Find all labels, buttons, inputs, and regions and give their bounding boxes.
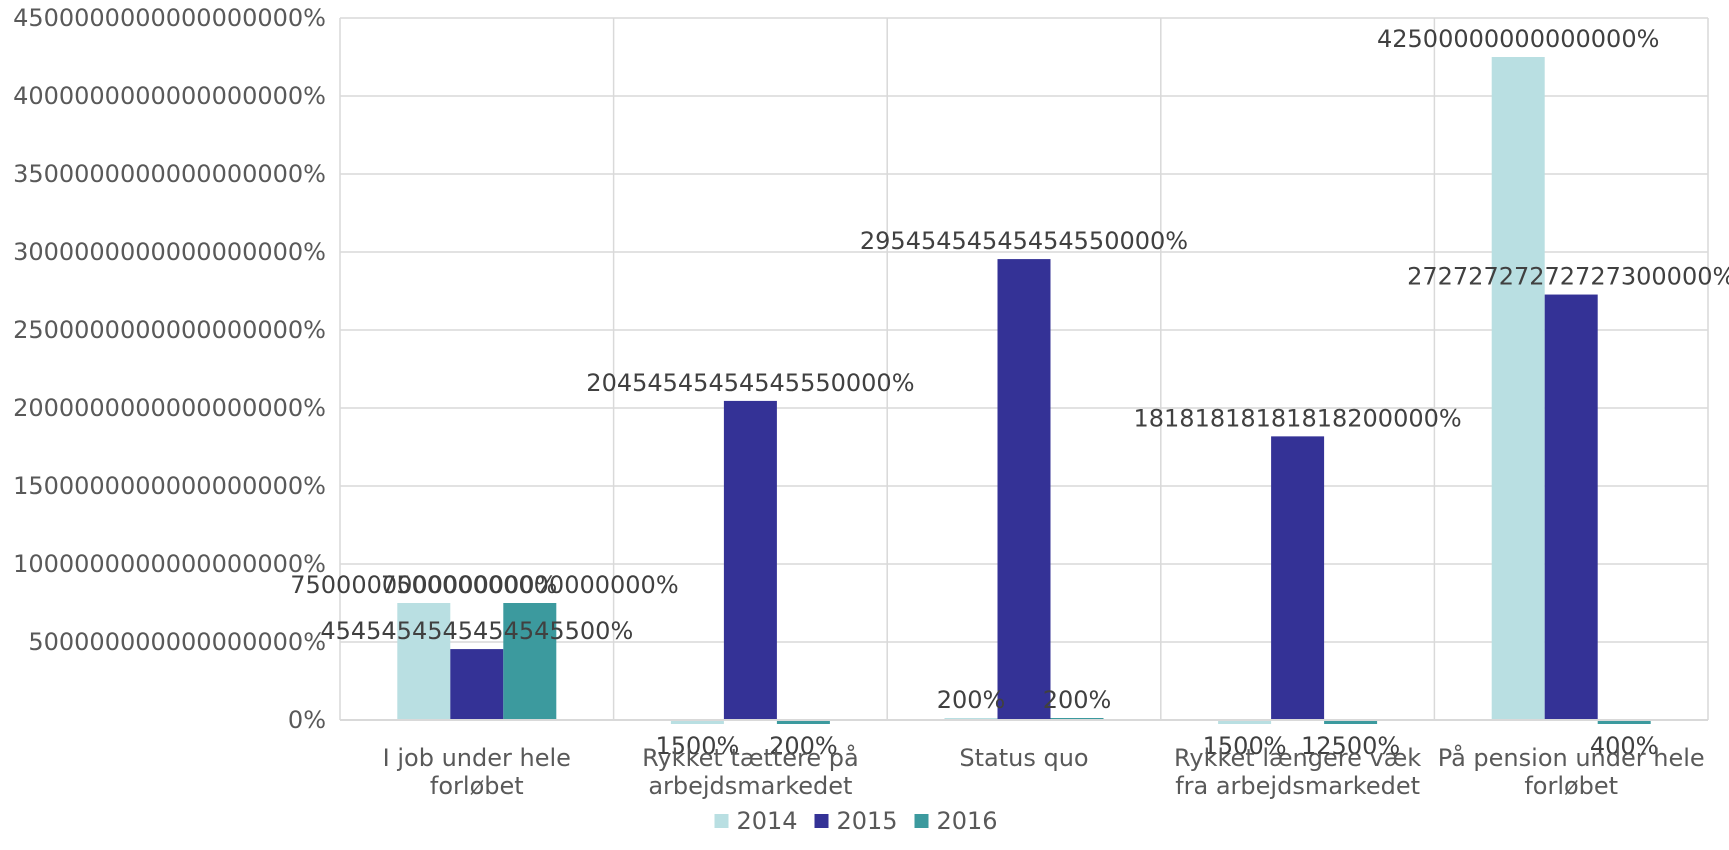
- bar-2014-1: [670, 720, 724, 724]
- bar-2015-0: [450, 649, 504, 720]
- y-tick-label: 3500000000000000000%: [13, 160, 326, 188]
- bar-2015-4: [1544, 294, 1598, 720]
- data-label-2016-2: 200%: [1043, 686, 1112, 714]
- data-label-2015-2: 29545454545454550000%: [860, 227, 1188, 255]
- bar-2014-0: [397, 603, 451, 720]
- legend: 2014 2015 2016: [714, 807, 998, 835]
- y-tick-label: 500000000000000000%: [28, 628, 326, 656]
- x-category-label: Rykket tættere på: [642, 743, 859, 772]
- bar-2015-2: [997, 259, 1051, 720]
- data-label-2015-4: 27272727272727300000%: [1407, 263, 1729, 291]
- x-category-label: fra arbejdsmarkedet: [1175, 772, 1420, 800]
- y-tick-label: 0%: [288, 706, 326, 734]
- y-tick-label: 1000000000000000000%: [13, 550, 326, 578]
- bar-2015-1: [723, 400, 777, 720]
- legend-swatch-2016: [914, 814, 929, 828]
- data-label-2015-1: 20454545454545550000%: [586, 369, 914, 397]
- x-category-label: arbejdsmarkedet: [648, 772, 852, 800]
- legend-swatch-2014: [714, 814, 729, 828]
- x-category-label: I job under hele: [383, 744, 571, 772]
- legend-swatch-2015: [814, 814, 829, 828]
- y-tick-label: 1500000000000000000%: [13, 472, 326, 500]
- legend-label-2015: 2015: [837, 807, 898, 835]
- legend-label-2016: 2016: [937, 807, 998, 835]
- y-axis-tick-labels: 0% 500000000000000000% 1000000000000000000…: [13, 4, 326, 734]
- bar-2014-3: [1218, 720, 1272, 724]
- data-label-2014-4: 42500000000000000%: [1377, 25, 1659, 53]
- data-label-2014-2: 200%: [937, 686, 1006, 714]
- legend-label-2014: 2014: [737, 807, 798, 835]
- y-tick-label: 4500000000000000000%: [13, 4, 326, 32]
- x-category-label: Status quo: [959, 744, 1088, 772]
- data-label-2016-0: 750000000000000000%: [381, 571, 679, 599]
- data-label-2016-3: 12500%: [1301, 732, 1400, 760]
- data-label-2016-4: 400%: [1590, 732, 1659, 760]
- bar-2016-0: [503, 603, 557, 720]
- bars: [397, 57, 1651, 724]
- data-labels: 7500000000000000% 1500% 200% 1500% 425000000…: [290, 25, 1729, 760]
- x-category-label: forløbet: [430, 772, 524, 800]
- y-tick-label: 2000000000000000000%: [13, 394, 326, 422]
- bar-2016-3: [1324, 720, 1378, 724]
- x-category-label: Rykket længere væk: [1174, 744, 1421, 772]
- y-tick-label: 4000000000000000000%: [13, 82, 326, 110]
- data-label-2015-0: 4545454545454545500%: [320, 617, 633, 645]
- data-label-2014-1: 1500%: [655, 732, 739, 760]
- data-label-2014-3: 1500%: [1203, 732, 1287, 760]
- data-label-2014-0: 7500000000000000%: [290, 571, 557, 599]
- bar-2016-4: [1597, 720, 1651, 724]
- x-category-label: På pension under hele: [1438, 743, 1705, 772]
- x-category-label: forløbet: [1524, 772, 1618, 800]
- y-tick-label: 2500000000000000000%: [13, 316, 326, 344]
- bar-2015-3: [1271, 436, 1325, 720]
- y-tick-label: 3000000000000000000%: [13, 238, 326, 266]
- data-label-2016-1: 200%: [769, 732, 838, 760]
- bar-2014-4: [1491, 57, 1545, 720]
- data-label-2015-3: 18181818181818200000%: [1133, 404, 1461, 432]
- bar-2016-1: [776, 720, 830, 724]
